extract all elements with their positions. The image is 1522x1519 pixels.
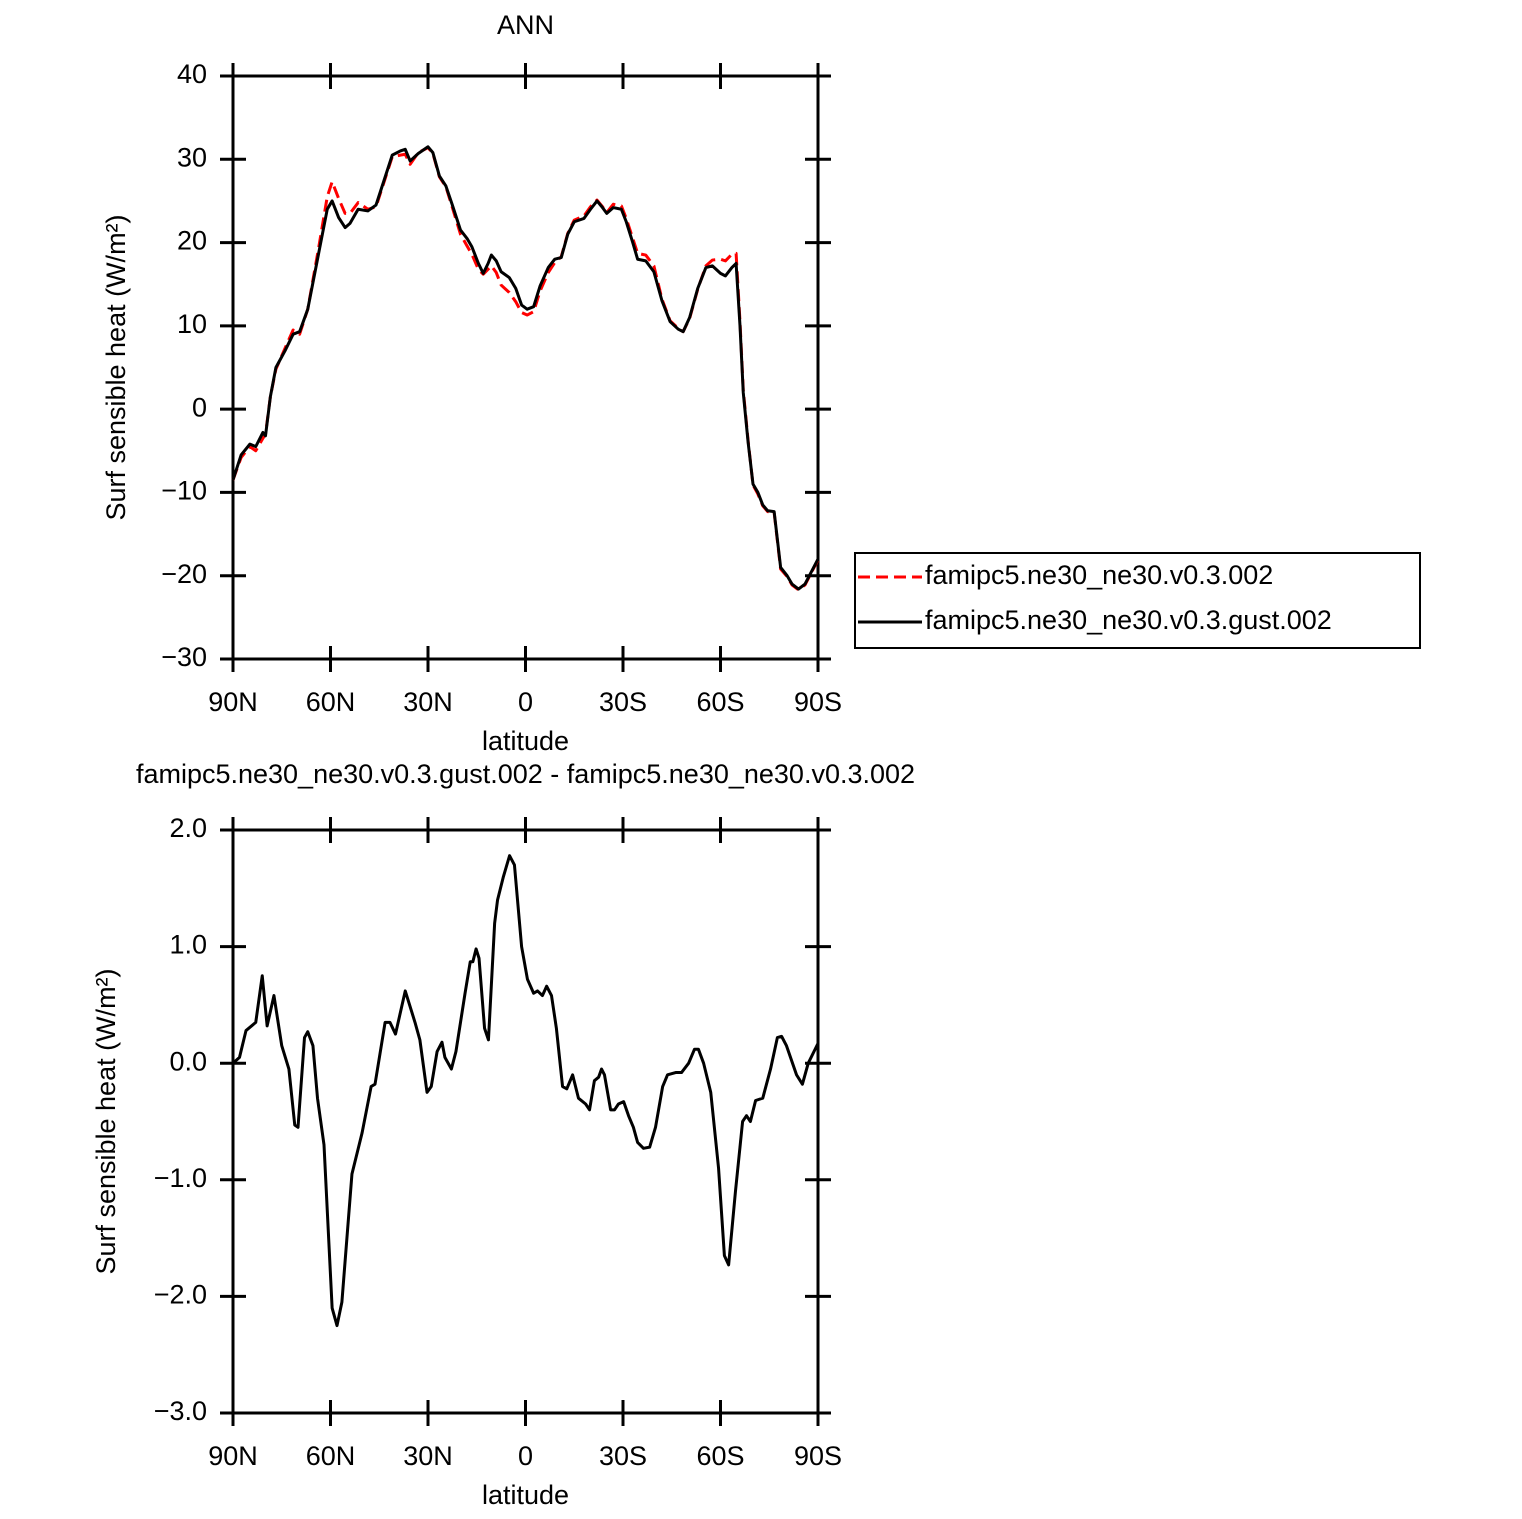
legend-label: famipc5.ne30_ne30.v0.3.gust.002: [925, 605, 1332, 635]
y-tick-label: 0: [192, 392, 207, 422]
y-axis-label: Surf sensible heat (W/m²): [101, 214, 131, 520]
x-tick-label: 30N: [403, 1441, 453, 1471]
x-tick-label: 60S: [696, 1441, 744, 1471]
x-tick-label: 30S: [599, 687, 647, 717]
y-tick-label: −20: [161, 559, 207, 589]
y-tick-label: 10: [177, 309, 207, 339]
legend-label: famipc5.ne30_ne30.v0.3.002: [925, 560, 1273, 590]
x-tick-label: 30S: [599, 1441, 647, 1471]
plot-frame: [231, 74, 820, 661]
x-tick-label: 30N: [403, 687, 453, 717]
x-tick-label: 0: [518, 1441, 533, 1471]
y-tick-label: −3.0: [154, 1396, 207, 1426]
y-tick-label: 0.0: [169, 1046, 207, 1076]
y-tick-label: 40: [177, 59, 207, 89]
y-tick-label: 2.0: [169, 813, 207, 843]
y-tick-label: −2.0: [154, 1280, 207, 1310]
x-tick-label: 60N: [306, 1441, 356, 1471]
x-tick-label: 90S: [794, 1441, 842, 1471]
y-tick-label: −1.0: [154, 1163, 207, 1193]
legend-box: [854, 552, 1421, 649]
chart-title: ANN: [497, 10, 554, 40]
chart-title: famipc5.ne30_ne30.v0.3.gust.002 - famipc…: [136, 759, 915, 789]
y-tick-label: −10: [161, 476, 207, 506]
y-tick-label: 30: [177, 142, 207, 172]
data-line: [231, 854, 820, 1328]
data-line: [231, 145, 820, 591]
x-tick-label: 90N: [208, 687, 258, 717]
x-tick-label: 90N: [208, 1441, 258, 1471]
x-axis-label: latitude: [482, 726, 569, 756]
y-axis-label: Surf sensible heat (W/m²): [91, 968, 121, 1274]
x-tick-label: 90S: [794, 687, 842, 717]
x-axis-label: latitude: [482, 1480, 569, 1510]
y-tick-label: 1.0: [169, 930, 207, 960]
y-tick-label: 20: [177, 226, 207, 256]
x-tick-label: 60S: [696, 687, 744, 717]
data-line: [231, 146, 820, 592]
x-tick-label: 60N: [306, 687, 356, 717]
x-tick-label: 0: [518, 687, 533, 717]
y-tick-label: −30: [161, 642, 207, 672]
